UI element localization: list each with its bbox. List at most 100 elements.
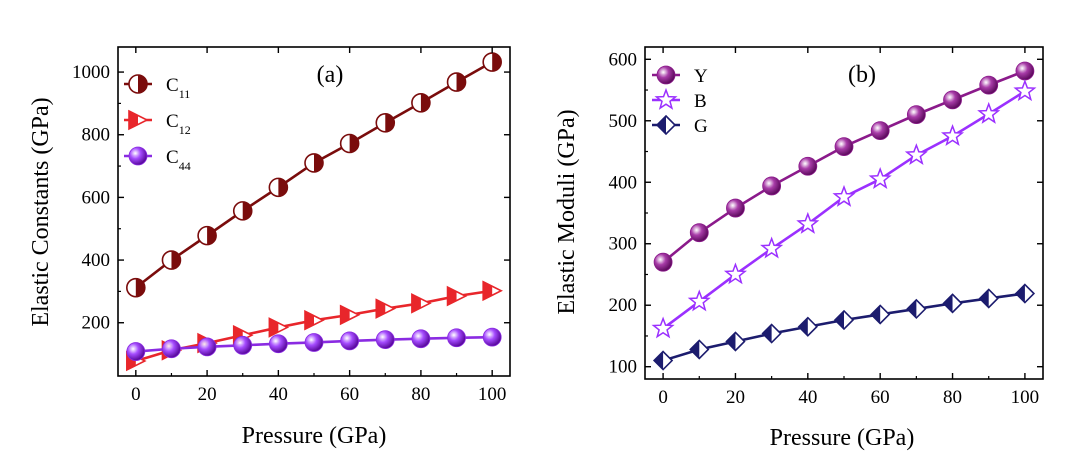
data-point-G xyxy=(833,309,855,331)
series-C12 xyxy=(126,280,503,372)
data-point-G xyxy=(906,298,927,320)
x-tick-label: 40 xyxy=(798,387,817,408)
data-point-C11 xyxy=(161,250,182,270)
x-tick-label: 20 xyxy=(198,384,217,405)
data-point-B xyxy=(977,101,1001,124)
legend-marker xyxy=(128,74,148,94)
data-point-C11 xyxy=(268,177,289,198)
y-tick-label: 1000 xyxy=(72,62,110,83)
data-point-G xyxy=(942,293,963,314)
series-layer xyxy=(651,61,1037,371)
data-point-C44 xyxy=(375,330,395,350)
data-point-Y xyxy=(870,121,890,141)
y-tick-label: 200 xyxy=(609,295,638,316)
y-tick-label: 100 xyxy=(609,357,638,378)
data-point-C44 xyxy=(162,339,181,359)
data-point-G xyxy=(689,339,710,360)
data-point-C11 xyxy=(304,153,324,173)
data-point-C12 xyxy=(268,317,290,338)
data-point-Y xyxy=(906,105,926,125)
panel-label: (b) xyxy=(848,62,876,88)
data-point-Y xyxy=(979,75,999,95)
legend-label: B xyxy=(694,91,707,112)
data-point-Y xyxy=(762,176,782,196)
data-point-C11 xyxy=(232,201,253,221)
data-point-B xyxy=(687,289,711,312)
chart-panel-a: 0 20 40 60 80 100 200 400 600 800 1000 (a) Pressur… xyxy=(28,46,511,449)
legend-marker xyxy=(655,114,677,136)
legend-item-C44: C44 xyxy=(124,146,191,173)
data-point-C12 xyxy=(482,280,503,302)
x-tick-label: 100 xyxy=(478,384,507,405)
data-point-C44 xyxy=(447,328,466,348)
data-point-C11 xyxy=(126,277,146,298)
y-tick-label: 400 xyxy=(609,172,638,193)
data-point-G xyxy=(870,304,891,325)
data-point-C11 xyxy=(197,225,217,246)
legend-label-main: G xyxy=(694,116,708,137)
x-tick-label: 80 xyxy=(943,387,962,408)
series-G xyxy=(652,283,1036,371)
y-tick-label: 800 xyxy=(82,125,111,146)
x-tick-label: 100 xyxy=(1011,387,1040,408)
data-point-B xyxy=(940,124,965,146)
legend-label: C44 xyxy=(166,147,191,173)
data-point-Y xyxy=(726,198,745,218)
data-point-Y xyxy=(834,137,854,157)
series-Y xyxy=(653,61,1035,272)
data-point-C44 xyxy=(411,329,431,349)
x-axis-title: Pressure (GPa) xyxy=(242,423,387,449)
series-line-Y xyxy=(662,69,1026,264)
data-point-C12 xyxy=(375,298,397,319)
data-point-B xyxy=(760,236,784,259)
legend-label: Y xyxy=(694,66,708,87)
y-tick-label: 500 xyxy=(609,111,638,132)
x-axis-title: Pressure (GPa) xyxy=(770,425,915,451)
data-point-C44 xyxy=(268,334,288,354)
legend-label-main: C xyxy=(166,147,179,168)
data-point-C12 xyxy=(411,293,432,314)
ticks: 0 20 40 60 80 100 100 200 300 400 500 600 xyxy=(609,47,1043,408)
series-C11 xyxy=(126,52,502,298)
y-tick-label: 600 xyxy=(609,49,638,70)
series-layer xyxy=(126,52,503,372)
legend-item-C12: C12 xyxy=(124,109,191,137)
data-point-C12 xyxy=(446,285,468,307)
series-line-B xyxy=(662,90,1026,330)
legend-label: G xyxy=(694,116,708,137)
data-point-C11 xyxy=(339,133,360,154)
legend-marker xyxy=(128,146,148,166)
data-point-B xyxy=(1013,79,1037,102)
data-point-Y xyxy=(653,252,673,272)
legend-item-B: B xyxy=(652,87,707,112)
data-point-G xyxy=(1014,283,1036,304)
series-C44 xyxy=(126,327,502,361)
data-point-C11 xyxy=(411,92,431,113)
legend-item-C11: C11 xyxy=(124,74,190,101)
data-point-G xyxy=(797,316,818,337)
data-point-C11 xyxy=(375,113,396,133)
data-point-B xyxy=(868,167,892,190)
series-B xyxy=(651,79,1037,339)
legend-item-G: G xyxy=(652,114,708,137)
x-tick-label: 0 xyxy=(131,384,141,405)
legend-label-main: Y xyxy=(694,66,708,87)
legend-label-sub: 11 xyxy=(179,87,191,101)
legend-label-main: C xyxy=(166,75,179,96)
legend-marker xyxy=(128,109,149,131)
data-point-C44 xyxy=(340,331,360,351)
panel-label: (a) xyxy=(317,62,344,88)
data-point-G xyxy=(725,331,746,352)
data-point-G xyxy=(978,288,999,309)
data-point-C12 xyxy=(339,304,361,326)
legend-label: C11 xyxy=(166,75,190,101)
x-tick-label: 20 xyxy=(726,387,745,408)
data-point-Y xyxy=(1015,61,1035,81)
data-point-Y xyxy=(689,223,709,243)
x-tick-label: 0 xyxy=(658,387,668,408)
data-point-C44 xyxy=(233,335,253,355)
legend-label-main: C xyxy=(166,111,179,132)
data-point-B xyxy=(723,262,748,285)
